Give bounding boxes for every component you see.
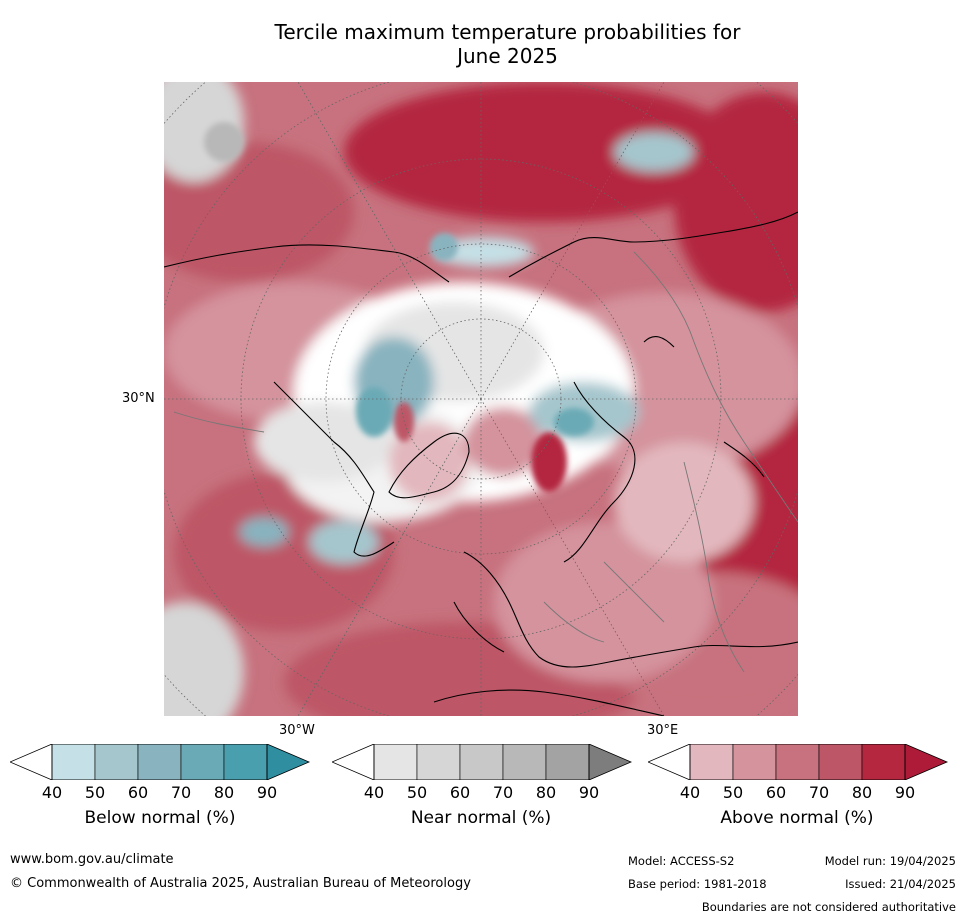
colorbar-cell bbox=[861, 744, 906, 780]
above-normal-label: Above normal (%) bbox=[720, 808, 874, 828]
near-tick: 40 bbox=[363, 783, 385, 802]
above-tick: 80 bbox=[851, 783, 873, 802]
title-line-2: June 2025 bbox=[457, 44, 558, 68]
above-tick: 50 bbox=[722, 783, 744, 802]
colorbar-cell bbox=[545, 744, 590, 780]
colorbar-below-normal bbox=[10, 744, 310, 780]
below-tick: 70 bbox=[170, 783, 192, 802]
colorbar-cell bbox=[689, 744, 734, 780]
model-text: Model: ACCESS-S2 bbox=[628, 854, 735, 868]
longitude-label-30e: 30°E bbox=[647, 723, 679, 738]
near-normal-label: Near normal (%) bbox=[410, 808, 552, 828]
map-svg bbox=[164, 82, 798, 716]
colorbar-cell bbox=[732, 744, 777, 780]
below-tick: 90 bbox=[256, 783, 278, 802]
above-tick: 40 bbox=[679, 783, 701, 802]
near-tick: 80 bbox=[535, 783, 557, 802]
copyright-text: © Commonwealth of Australia 2025, Austra… bbox=[10, 876, 471, 891]
near-tick: 50 bbox=[406, 783, 428, 802]
map-title: Tercile maximum temperature probabilitie… bbox=[150, 20, 865, 68]
below-tick: 60 bbox=[127, 783, 149, 802]
colorbar-cell bbox=[502, 744, 547, 780]
near-tick: 90 bbox=[578, 783, 600, 802]
latitude-label-30n: 30°N bbox=[122, 391, 155, 406]
issued-text: Issued: 21/04/2025 bbox=[845, 877, 956, 891]
colorbar-cell bbox=[818, 744, 863, 780]
website-link[interactable]: www.bom.gov.au/climate bbox=[10, 852, 174, 867]
colorbar-above-normal bbox=[648, 744, 948, 780]
model-run-text: Model run: 19/04/2025 bbox=[824, 854, 956, 868]
country-borders bbox=[173, 251, 798, 673]
above-tick: 60 bbox=[765, 783, 787, 802]
title-line-1: Tercile maximum temperature probabilitie… bbox=[274, 20, 741, 44]
colorbar-above-extend bbox=[904, 744, 948, 780]
colorbar-cell bbox=[459, 744, 504, 780]
near-tick: 60 bbox=[449, 783, 471, 802]
colorbar-cell bbox=[373, 744, 418, 780]
colorbar-cell bbox=[180, 744, 225, 780]
colorbar-cell bbox=[416, 744, 461, 780]
below-normal-label: Below normal (%) bbox=[84, 808, 236, 828]
base-period-text: Base period: 1981-2018 bbox=[628, 877, 767, 891]
above-tick: 90 bbox=[894, 783, 916, 802]
below-tick: 40 bbox=[41, 783, 63, 802]
below-tick: 50 bbox=[84, 783, 106, 802]
near-tick: 70 bbox=[492, 783, 514, 802]
coastlines bbox=[164, 211, 798, 716]
colorbar-near-extend bbox=[588, 744, 632, 780]
longitude-label-30w: 30°W bbox=[279, 723, 315, 738]
disclaimer-text: Boundaries are not considered authoritat… bbox=[701, 900, 956, 914]
colorbar-cell bbox=[223, 744, 268, 780]
colorbar-cell bbox=[51, 744, 96, 780]
above-tick: 70 bbox=[808, 783, 830, 802]
probability-map bbox=[164, 82, 798, 716]
graticule bbox=[164, 82, 798, 716]
below-tick: 80 bbox=[213, 783, 235, 802]
colorbar-cell bbox=[137, 744, 182, 780]
colorbar-near-normal bbox=[332, 744, 632, 780]
colorbar-cell bbox=[775, 744, 820, 780]
colorbar-cell bbox=[94, 744, 139, 780]
colorbar-below-extend bbox=[266, 744, 310, 780]
fine-detail-fields bbox=[204, 122, 594, 492]
